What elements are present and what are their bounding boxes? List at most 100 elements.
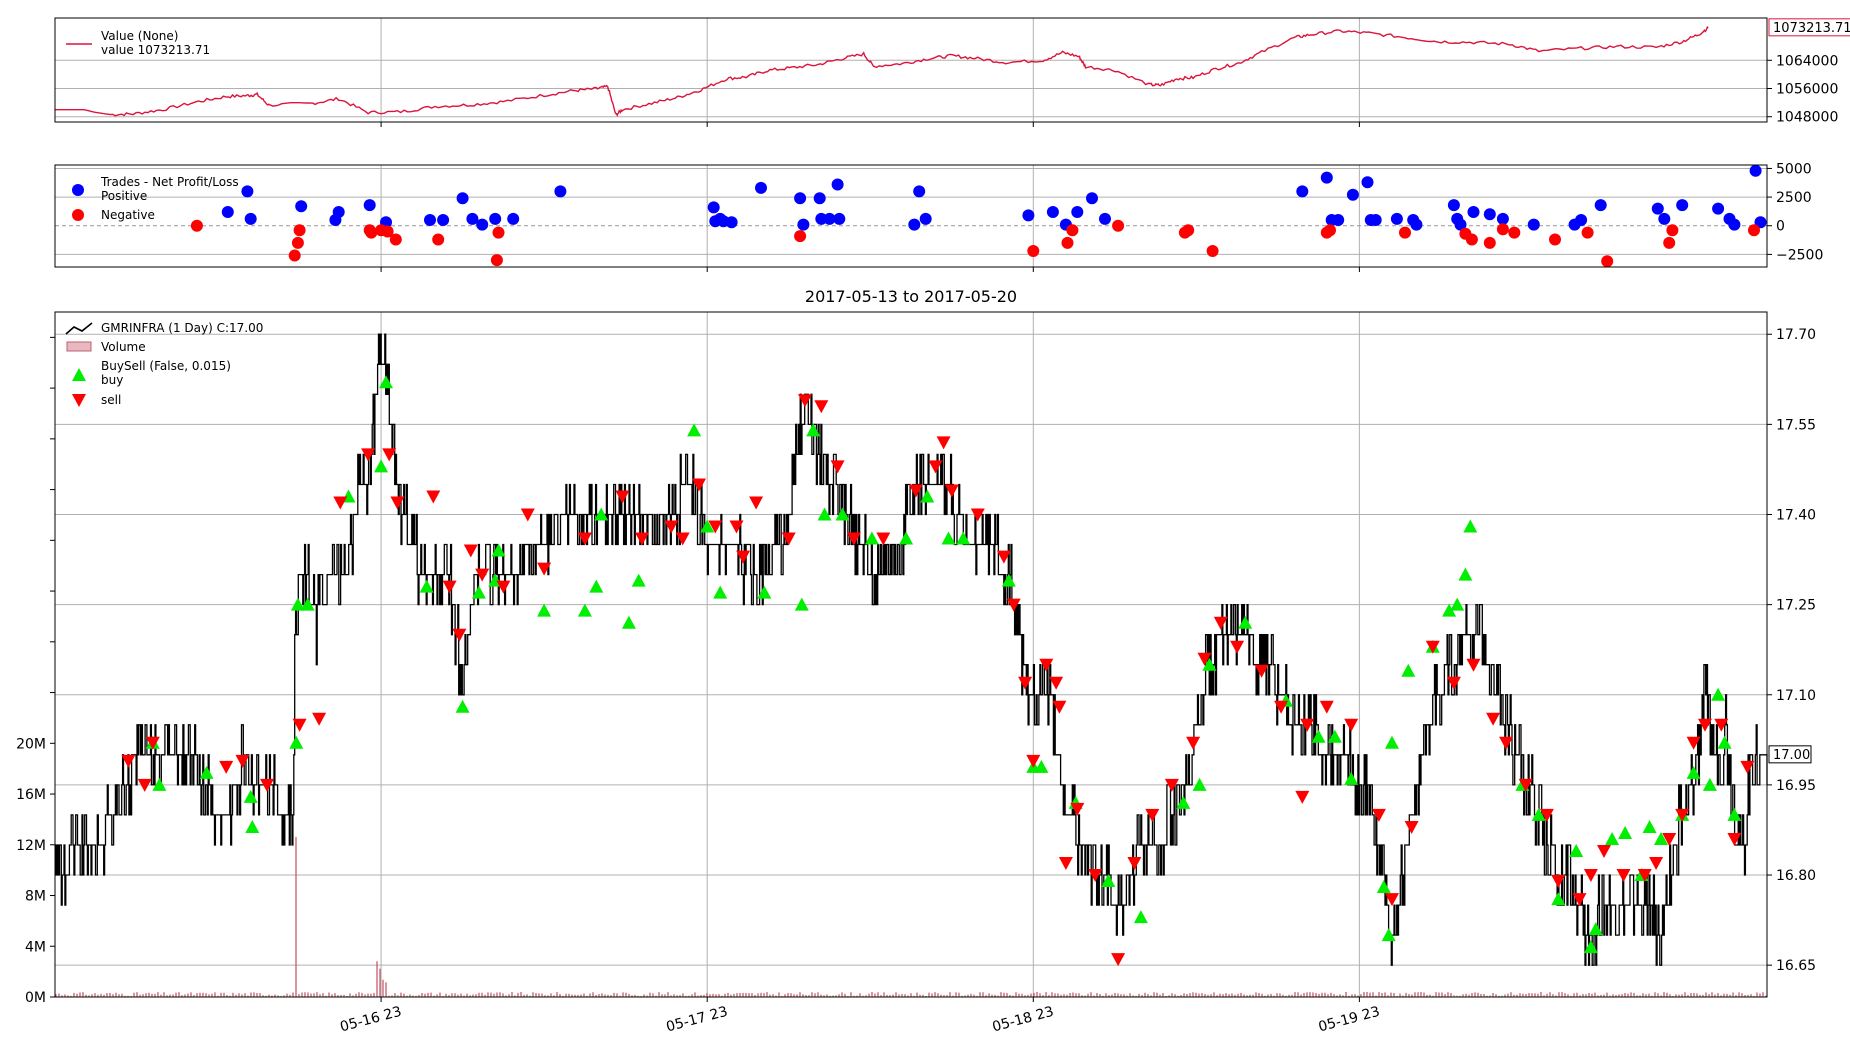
price-y-tick-label: 17.55: [1776, 417, 1816, 433]
sell-marker: [1466, 658, 1481, 672]
price-y-tick-label: 17.25: [1776, 598, 1816, 614]
price-y-tick-label: 17.40: [1776, 507, 1816, 523]
sell-marker: [1319, 700, 1334, 714]
value-legend-value: value 1073213.71: [101, 43, 210, 57]
positive-trade-point: [1483, 208, 1496, 221]
buy-marker: [1588, 922, 1603, 936]
sell-marker: [1018, 676, 1033, 690]
sell-marker: [675, 532, 690, 546]
buy-marker: [1101, 874, 1116, 887]
positive-trade-point: [1728, 218, 1741, 231]
trades-panel-frame: [54, 164, 1768, 268]
positive-trade-point: [221, 206, 234, 218]
sell-marker: [1714, 718, 1729, 732]
positive-trade-point: [1071, 206, 1084, 218]
buy-marker: [1450, 597, 1465, 611]
value-y-tick-label: 1056000: [1776, 82, 1838, 98]
trades-y-ticks: −2500 0 2500 5000: [1767, 161, 1823, 263]
price-panel-title: 2017-05-13 to 2017-05-20: [805, 287, 1017, 306]
positive-trade-point: [707, 201, 720, 214]
positive-trade-point: [1712, 202, 1725, 215]
sell-marker: [1274, 700, 1289, 714]
buy-marker: [899, 531, 914, 545]
negative-trade-point: [1748, 224, 1760, 237]
sell-marker: [292, 718, 307, 732]
sell-marker: [1385, 893, 1399, 907]
positive-trade-point: [1454, 218, 1467, 231]
sell-marker: [615, 490, 630, 504]
sell-marker: [908, 484, 923, 498]
positive-trade-point: [913, 185, 926, 198]
value-line: [55, 25, 1709, 118]
sell-marker: [798, 394, 812, 408]
buy-marker: [687, 423, 702, 437]
positive-trade-point: [1346, 188, 1359, 201]
positive-trade-point: [1496, 212, 1509, 225]
sell-marker: [426, 490, 441, 504]
value-legend-title: Value (None): [101, 29, 178, 43]
trades-legend-title: Trades - Net Profit/Loss: [100, 175, 239, 189]
positive-trade-point: [823, 212, 836, 225]
trades-gridlines: [55, 165, 1767, 267]
volume-bars-path: [55, 837, 1767, 997]
buy-marker: [577, 603, 592, 617]
sell-marker: [1649, 857, 1664, 870]
sell-marker: [520, 508, 535, 522]
value-legend: Value (None) value 1073213.71: [66, 29, 210, 57]
sell-marker: [1551, 875, 1566, 888]
value-last-label: 1073213.71: [1768, 18, 1850, 37]
buy-marker: [631, 573, 646, 587]
positive-trade-point: [1467, 206, 1480, 218]
volume-legend-label: Volume: [101, 340, 146, 354]
trades-legend: Trades - Net Profit/Loss Positive Negati…: [72, 175, 239, 222]
buy-marker: [1569, 844, 1584, 857]
positive-trade-point: [489, 212, 502, 225]
trades-y-tick-label: 2500: [1776, 190, 1812, 206]
sell-marker: [1164, 778, 1179, 792]
negative-trade-point: [1066, 224, 1079, 237]
positive-trade-point: [363, 199, 376, 212]
sell-marker: [219, 760, 234, 774]
positive-trade-point: [1658, 212, 1671, 225]
buy-marker: [1727, 807, 1742, 821]
buy-marker: [1133, 910, 1148, 924]
sell-marker: [814, 400, 829, 414]
price-y-tick-label: 16.80: [1776, 868, 1816, 884]
negative-trade-point: [1206, 245, 1219, 257]
sell-legend-marker: [72, 394, 86, 407]
sell-marker: [1145, 808, 1160, 822]
negative-trade-point: [1663, 236, 1676, 249]
positive-trade-point: [1749, 164, 1762, 177]
sell-legend-label: sell: [101, 393, 121, 407]
buy-marker: [941, 531, 956, 545]
sell-marker: [1111, 953, 1126, 967]
buy-marker: [1583, 940, 1598, 954]
positive-trade-point: [554, 185, 567, 198]
positive-trade-point: [833, 212, 846, 225]
positive-trade-point: [1369, 214, 1382, 226]
positive-trade-point: [1447, 199, 1460, 212]
sell-marker: [1127, 857, 1142, 870]
positive-trade-point: [1332, 214, 1345, 226]
buy-legend-label: buy: [101, 373, 123, 387]
value-series: [55, 25, 1709, 118]
buy-marker: [1381, 928, 1396, 942]
positive-trade-point: [507, 212, 520, 225]
buy-marker: [419, 579, 434, 593]
trades-y-tick-label: 5000: [1776, 161, 1812, 177]
positive-trade-point: [456, 192, 469, 205]
trades-y-tick-label: −2500: [1776, 247, 1823, 263]
sell-marker: [996, 550, 1011, 564]
sell-marker: [1344, 718, 1359, 732]
buy-marker: [152, 777, 167, 791]
positive-trade-point: [295, 200, 308, 213]
positive-trade-point: [813, 192, 826, 205]
price-legend: GMRINFRA (1 Day) C:17.00 Volume BuySell …: [65, 321, 263, 407]
buy-marker: [1442, 603, 1457, 617]
positive-trade-point: [1320, 171, 1333, 184]
buy-marker: [757, 585, 772, 599]
positive-trade-point: [476, 218, 489, 231]
buy-marker: [920, 489, 935, 503]
trades-y-tick-label: 0: [1776, 219, 1785, 235]
buy-marker: [1711, 687, 1726, 701]
